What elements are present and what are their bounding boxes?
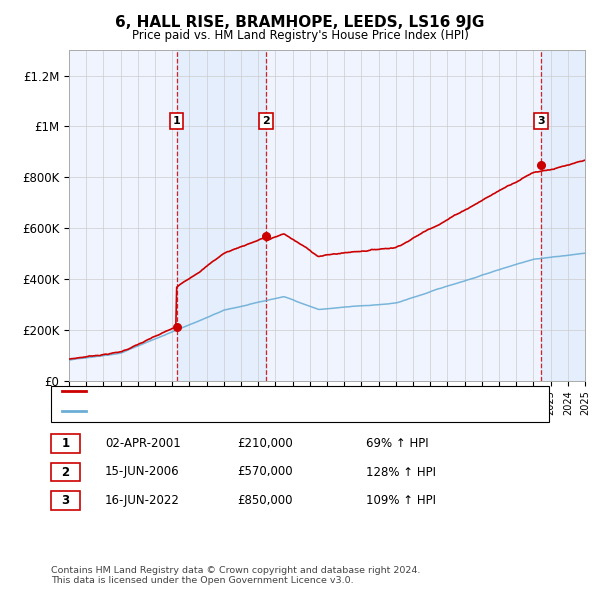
Text: 69% ↑ HPI: 69% ↑ HPI xyxy=(366,437,428,450)
Text: 1: 1 xyxy=(173,116,181,126)
Text: 6, HALL RISE, BRAMHOPE, LEEDS, LS16 9JG (detached house): 6, HALL RISE, BRAMHOPE, LEEDS, LS16 9JG … xyxy=(90,386,427,396)
Text: 2: 2 xyxy=(262,116,270,126)
Text: 6, HALL RISE, BRAMHOPE, LEEDS, LS16 9JG: 6, HALL RISE, BRAMHOPE, LEEDS, LS16 9JG xyxy=(115,15,485,30)
Text: £210,000: £210,000 xyxy=(237,437,293,450)
Text: Contains HM Land Registry data © Crown copyright and database right 2024.
This d: Contains HM Land Registry data © Crown c… xyxy=(51,566,421,585)
Text: 109% ↑ HPI: 109% ↑ HPI xyxy=(366,494,436,507)
Text: 1: 1 xyxy=(61,437,70,450)
Text: 3: 3 xyxy=(61,494,70,507)
Text: 02-APR-2001: 02-APR-2001 xyxy=(105,437,181,450)
Text: 128% ↑ HPI: 128% ↑ HPI xyxy=(366,466,436,478)
Bar xyxy=(541,50,589,381)
Text: £570,000: £570,000 xyxy=(237,466,293,478)
Text: 15-JUN-2006: 15-JUN-2006 xyxy=(105,466,179,478)
Text: £850,000: £850,000 xyxy=(237,494,293,507)
Text: Price paid vs. HM Land Registry's House Price Index (HPI): Price paid vs. HM Land Registry's House … xyxy=(131,29,469,42)
Bar xyxy=(176,50,266,381)
Text: HPI: Average price, detached house, Leeds: HPI: Average price, detached house, Leed… xyxy=(90,407,325,416)
Text: 16-JUN-2022: 16-JUN-2022 xyxy=(105,494,180,507)
Text: 3: 3 xyxy=(538,116,545,126)
Text: 2: 2 xyxy=(61,466,70,478)
